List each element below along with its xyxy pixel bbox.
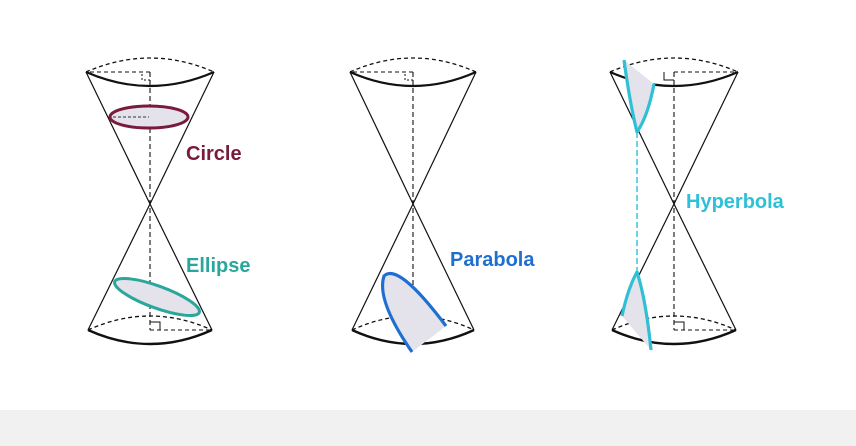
cone2-top-rim-front — [349, 70, 477, 88]
cone2-side-left-upper — [349, 71, 414, 205]
cone2-side-left-lower — [351, 203, 414, 331]
cone2-top-rim-back — [349, 57, 477, 73]
cone-circle-ellipse — [85, 57, 215, 346]
cone2-top-right-angle — [404, 72, 413, 81]
hyperbola-upper-fill — [624, 60, 654, 132]
label-ellipse: Ellipse — [186, 255, 250, 277]
cone2-side-right-lower — [412, 203, 475, 331]
bottom-band — [0, 410, 856, 446]
label-hyperbola: Hyperbola — [686, 191, 785, 213]
cone3-top-right-angle — [663, 72, 674, 81]
hyperbola-upper-branch — [622, 59, 656, 134]
cone1-bottom-rim-front — [87, 328, 213, 346]
parabola-section — [380, 271, 448, 353]
cone3-side-right-lower — [673, 203, 737, 331]
cone1-top-right-angle — [141, 72, 150, 81]
cone-hyperbola — [609, 57, 739, 351]
cone1-side-right-upper — [149, 71, 215, 205]
cone1-side-left-lower — [87, 203, 151, 331]
cone1-top-rim-front — [85, 70, 215, 88]
parabola-section-fill — [383, 274, 446, 352]
cone1-side-left-upper — [85, 71, 151, 205]
cone1-bottom-right-angle — [150, 321, 161, 330]
cone1-side-right-lower — [149, 203, 213, 331]
cone-parabola — [349, 57, 477, 353]
cone3-side-right-upper — [673, 71, 739, 205]
cone3-top-rim-front — [609, 70, 739, 88]
cone3-bottom-rim-front — [611, 328, 737, 346]
label-circle: Circle — [186, 143, 242, 165]
label-parabola: Parabola — [450, 249, 535, 271]
cone3-bottom-rim-back — [611, 315, 737, 331]
cone2-side-right-upper — [412, 71, 477, 205]
cone1-top-rim-back — [85, 57, 215, 73]
cone3-bottom-right-angle — [674, 321, 685, 330]
ellipse-section — [113, 276, 201, 318]
hyperbola-lower-branch — [620, 270, 653, 351]
cone3-side-left-upper — [609, 71, 675, 205]
cone1-bottom-rim-back — [87, 315, 213, 331]
